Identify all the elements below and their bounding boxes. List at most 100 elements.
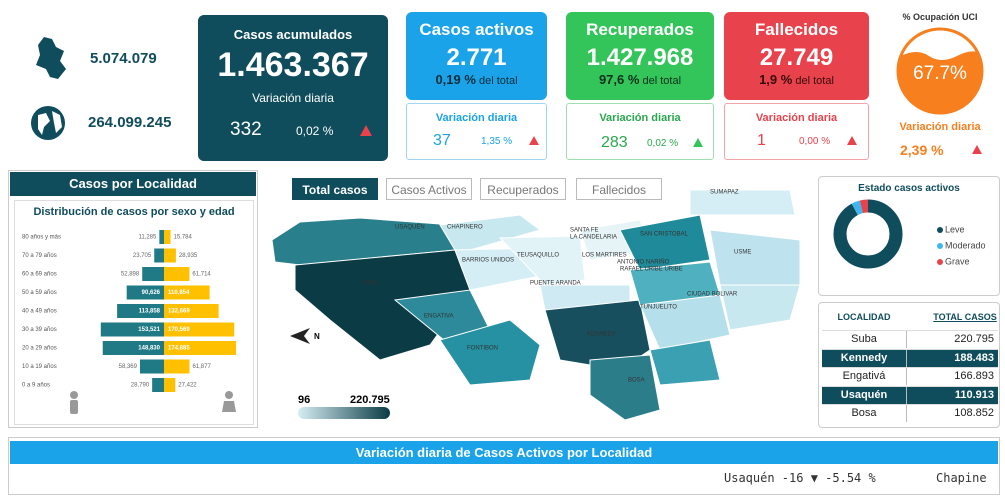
variation: 332 (230, 119, 262, 140)
map-label: BOSA (628, 378, 645, 384)
male-bar (142, 267, 164, 281)
share-label: del total (479, 75, 518, 87)
female-bar (164, 248, 176, 263)
map-label: SUMAPAZ (710, 190, 739, 196)
male-label: 90,626 (142, 290, 161, 296)
tab[interactable]: Casos Activos (386, 178, 472, 200)
up-icon (693, 138, 703, 147)
map-label: BARRIOS UNIDOS (462, 258, 514, 264)
legend-label: Moderado (945, 240, 986, 250)
table-header: LOCALIDAD (837, 312, 891, 322)
legend-dot (937, 227, 943, 233)
female-label: 15,784 (173, 235, 192, 241)
map-label: LA CANDELARIA (570, 235, 617, 241)
map-label: FONTIBON (467, 346, 498, 352)
table-row: Engativá 166.893 (822, 367, 998, 385)
male-label: 23,705 (133, 253, 152, 259)
card-value: 1.463.367 (217, 46, 369, 84)
table-cell: 220.795 (954, 333, 994, 345)
share: 1,9 % (759, 72, 793, 87)
male-bar (117, 304, 164, 318)
uci-gauge: 67.7% (896, 26, 984, 115)
map-label: USAQUÉN (395, 224, 425, 231)
female-bar (164, 341, 236, 355)
table-row: Bosa 108.852 (822, 404, 998, 422)
card-value: 27.749 (759, 44, 834, 71)
estado-title: Estado casos activos (858, 183, 960, 194)
male-bar (139, 359, 164, 374)
legend-dot (937, 259, 943, 265)
table-row: Suba 220.795 (822, 330, 998, 348)
male-bar (126, 285, 164, 300)
fallecidos-variation: Variación diaria 1 0,00 % (724, 103, 869, 160)
age-label: 70 a 79 años (22, 253, 57, 259)
female-label: 27,422 (178, 383, 197, 389)
card-title: Casos acumulados (233, 27, 353, 42)
legend-dot (937, 243, 943, 249)
ticker-item: Chapine (936, 471, 987, 485)
table-cell: 108.852 (954, 407, 994, 419)
variation-label: Variación diaria (252, 91, 334, 105)
icons (31, 37, 66, 140)
cell-divider (906, 405, 907, 422)
map-label: ANTONIO NARIÑO (617, 259, 670, 266)
card-title: Recuperados (586, 20, 694, 39)
age-label: 20 a 29 años (22, 346, 57, 352)
table-cell: Usaquén (840, 388, 888, 401)
female-label: 110,854 (168, 290, 190, 296)
male-label: 153,521 (138, 327, 160, 333)
uci-variation-label: Variación diaria (899, 121, 981, 133)
map-label: SANTA FE (570, 228, 599, 234)
female-label: 61,877 (192, 364, 211, 370)
male-bar (102, 341, 164, 355)
cell-divider (906, 349, 907, 367)
card-fallecidos: Fallecidos 27.749 1,9 % del total (724, 12, 869, 100)
male-bar (159, 230, 164, 244)
male-label: 28,790 (131, 383, 150, 389)
card-value: 1.427.968 (586, 44, 694, 71)
card-title: Fallecidos (754, 20, 839, 39)
compass: N (314, 332, 320, 341)
table-row: Usaquén 110.913 (822, 385, 998, 404)
age-label: 40 a 49 años (22, 309, 57, 315)
ticker-box (8, 437, 1000, 495)
map-label: ENGATIVA (424, 314, 453, 320)
legend-label: Leve (945, 224, 965, 234)
age-label: 60 a 69 años (22, 272, 57, 278)
female-bar (164, 322, 235, 337)
table-cell: 166.893 (954, 370, 994, 382)
card-recuperados: Recuperados 1.427.968 97,6 % del total (566, 12, 714, 100)
legend-min: 96 (298, 394, 310, 406)
male-label: 113,858 (139, 309, 161, 315)
estado-chart: Leve Moderado Grave (833, 199, 986, 269)
age-label: 50 a 59 años (22, 290, 57, 296)
map-label: KENNEDY (587, 332, 616, 338)
male-bar (100, 322, 164, 337)
up-icon (847, 136, 857, 145)
age-label: 80 años y más (22, 235, 61, 241)
tab[interactable]: Recuperados (480, 178, 566, 200)
tab[interactable]: Fallecidos (576, 178, 662, 200)
legend-max: 220.795 (350, 394, 390, 406)
up-icon (529, 136, 539, 145)
table-cell: Kennedy (840, 351, 888, 364)
card-value: 2.771 (446, 44, 507, 71)
uci-variation-pct: 2,39 % (900, 142, 944, 158)
female-icon (222, 391, 236, 412)
table-box (818, 302, 1000, 428)
donut-segment (833, 199, 903, 269)
variation-pct: 0,02 % (647, 138, 679, 149)
female-label: 28,935 (179, 253, 198, 259)
pyramid-chart: 80 años y más 11,285 15,784 70 a 79 años 23,… (22, 230, 236, 414)
share-label: del total (642, 75, 682, 87)
estado-box (818, 176, 1000, 296)
tab[interactable]: Total casos (292, 178, 378, 200)
male-label: 11,285 (138, 235, 157, 241)
colombia-total: 5.074.079 (90, 50, 157, 67)
map-label: RAFAEL URIBE URIBE (620, 267, 683, 273)
compass-arrow (290, 328, 310, 344)
card-acumulados: Casos acumulados 1.463.367 Variación dia… (198, 15, 388, 161)
pyramid-title: Distribución de casos por sexo y edad (33, 206, 235, 218)
ticker-title: Variación diaria de Casos Activos por Lo… (10, 441, 998, 464)
